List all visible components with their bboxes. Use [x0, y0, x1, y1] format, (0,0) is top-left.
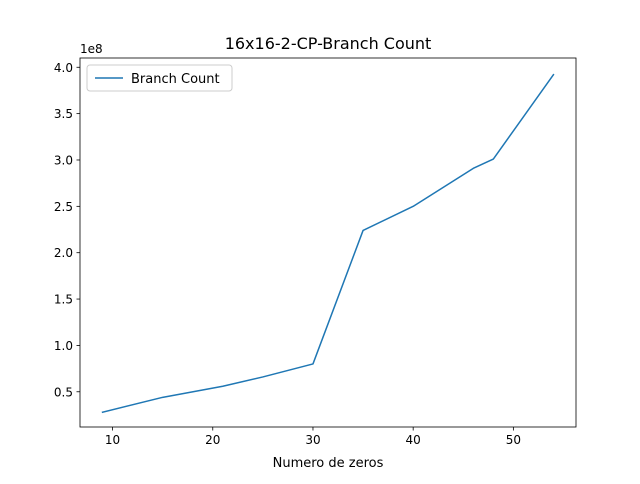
x-tick-label: 50	[506, 433, 521, 447]
y-tick-label: 3.5	[54, 107, 73, 121]
x-tick-label: 30	[305, 433, 320, 447]
legend-box	[86, 64, 233, 92]
chart-title: 16x16-2-CP-Branch Count	[225, 34, 432, 53]
x-tick-label: 20	[205, 433, 220, 447]
series-line-0	[101, 73, 555, 414]
x-axis-label: Numero de zeros	[273, 456, 384, 471]
axes-frame	[79, 57, 577, 428]
y-tick-label: 2.0	[54, 246, 73, 260]
y-tick-label: 2.5	[54, 200, 73, 214]
y-tick-label: 3.0	[54, 153, 73, 167]
y-tick-label: 1.0	[54, 339, 73, 353]
y-tick-label: 0.5	[54, 385, 73, 399]
y-offset-label: 1e8	[80, 42, 103, 56]
x-tick-label: 40	[406, 433, 421, 447]
y-tick-label: 1.5	[54, 293, 73, 307]
x-tick-label: 10	[105, 433, 120, 447]
legend-label: Branch Count	[131, 72, 220, 87]
y-tick-label: 4.0	[54, 61, 73, 75]
